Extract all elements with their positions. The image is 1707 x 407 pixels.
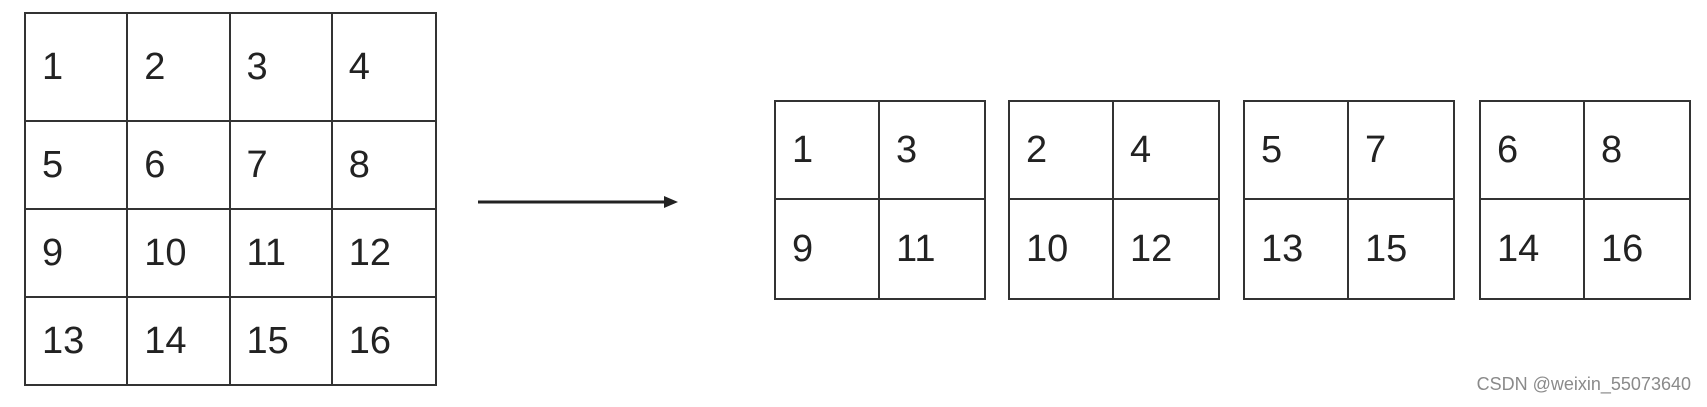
grid-cell: 13 [1245, 200, 1349, 298]
grid-cell: 9 [776, 200, 880, 298]
grid-cell: 14 [128, 298, 231, 384]
grid-cell: 4 [332, 14, 435, 122]
result-grid-4: 6 8 14 16 [1479, 100, 1691, 300]
grid-cell: 16 [348, 319, 392, 362]
grid-cell: 11 [896, 227, 936, 270]
grid-cell: 8 [1585, 102, 1689, 200]
grid-cell: 2 [1010, 102, 1114, 200]
result-grid-2: 2 4 10 12 [1008, 100, 1220, 300]
grid-cell: 6 [128, 122, 231, 210]
grid-cell: 15 [1365, 227, 1408, 270]
grid-cell: 12 [1130, 227, 1173, 270]
grid-cell: 11 [230, 210, 333, 298]
grid-cell: 1 [26, 14, 129, 122]
grid-cell: 5 [1245, 102, 1349, 200]
grid-cell: 10 [128, 210, 231, 298]
right-arrow-icon [478, 196, 678, 208]
grid-cell: 8 [332, 122, 435, 210]
grid-cell: 13 [26, 298, 129, 384]
grid-cell: 14 [1481, 200, 1585, 298]
grid-cell: 2 [128, 14, 231, 122]
grid-cell: 3 [880, 102, 984, 200]
grid-cell: 15 [231, 298, 333, 384]
result-grid-1: 1 3 9 11 [774, 100, 986, 300]
grid-cell: 10 [1010, 200, 1114, 298]
grid-cell: 9 [26, 210, 129, 298]
grid-cell: 1 [776, 102, 880, 200]
result-grid-3: 5 7 13 15 [1243, 100, 1455, 300]
grid-cell: 5 [26, 122, 129, 210]
source-grid: 1 2 3 4 5 6 7 8 9 10 11 12 13 14 15 16 [24, 12, 437, 386]
grid-cell: 3 [230, 14, 333, 122]
grid-cell: 7 [230, 122, 333, 210]
grid-cell: 7 [1349, 102, 1453, 200]
grid-cell: 4 [1114, 102, 1218, 200]
grid-cell: 6 [1481, 102, 1585, 200]
grid-cell: 12 [332, 210, 435, 298]
grid-cell: 16 [1601, 227, 1644, 270]
watermark-text: CSDN @weixin_55073640 [1476, 374, 1691, 394]
